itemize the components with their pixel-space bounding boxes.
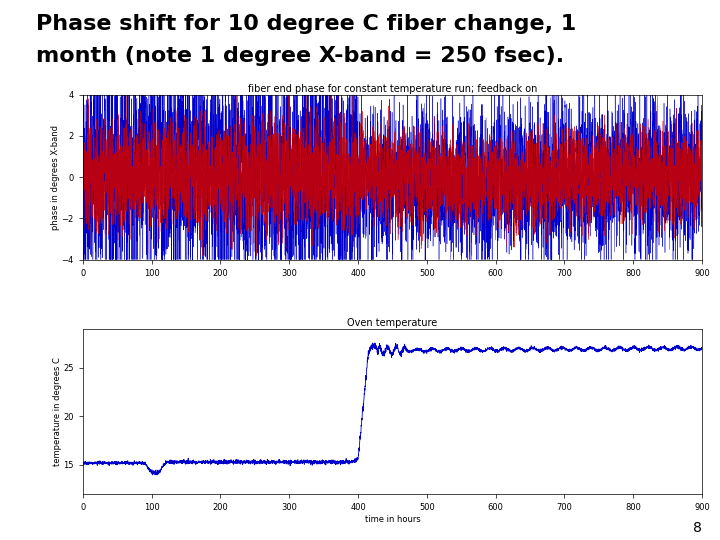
Text: 8: 8 [693, 521, 702, 535]
Title: Oven temperature: Oven temperature [347, 318, 438, 328]
Y-axis label: phase in degrees X-band: phase in degrees X-band [51, 125, 60, 230]
Text: month (note 1 degree X-band = 250 fsec).: month (note 1 degree X-band = 250 fsec). [36, 46, 564, 66]
Y-axis label: temperature in degrees C: temperature in degrees C [53, 357, 62, 466]
X-axis label: time in hours: time in hours [364, 515, 420, 524]
Text: Phase shift for 10 degree C fiber change, 1: Phase shift for 10 degree C fiber change… [36, 14, 576, 33]
Title: fiber end phase for constant temperature run; feedback on: fiber end phase for constant temperature… [248, 84, 537, 94]
